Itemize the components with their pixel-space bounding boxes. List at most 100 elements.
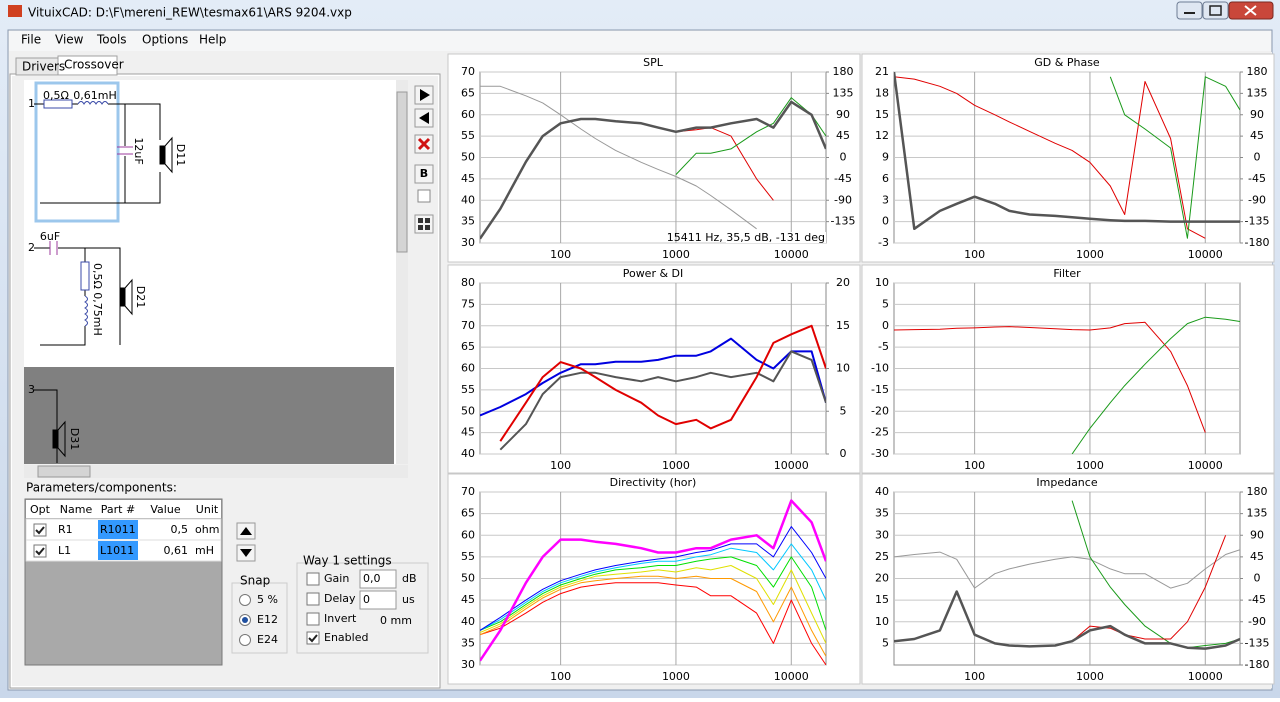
menu-item[interactable]: Help: [199, 33, 226, 47]
y-tick-label: 50: [461, 572, 475, 585]
window-title: VituixCAD: D:\F\mereni_REW\tesmax61\ARS …: [28, 6, 352, 20]
setting-label: Enabled: [324, 631, 368, 644]
checkbox[interactable]: [306, 592, 320, 606]
series-line: [480, 556, 826, 631]
row-buttons[interactable]: [236, 522, 256, 562]
window-controls[interactable]: [1176, 1, 1274, 20]
series-line: [894, 549, 1240, 589]
series-line: [894, 76, 1206, 239]
y2-tick-label: 135: [833, 86, 854, 99]
input[interactable]: [359, 590, 397, 610]
scroll-thumb[interactable]: [396, 91, 408, 253]
series-line: [480, 575, 826, 657]
y2-tick-label: -135: [831, 215, 856, 228]
y2-tick-label: -45: [834, 172, 852, 185]
radio-label[interactable]: 5 %: [257, 593, 278, 606]
y2-tick-label: 180: [1247, 485, 1268, 498]
series-line: [1109, 76, 1240, 239]
scroll-thumb[interactable]: [37, 465, 91, 478]
y2-tick-label: 90: [1250, 528, 1264, 541]
svg-text:B: B: [420, 167, 428, 180]
x-tick-label: 100: [964, 670, 985, 683]
y-tick-label: 50: [461, 151, 475, 164]
component-label: 0,61mH: [73, 89, 116, 102]
y-tick-label: 60: [461, 108, 475, 121]
column-header: Unit: [196, 503, 219, 516]
y-tick-label: 55: [461, 383, 475, 396]
y2-tick-label: 0: [840, 151, 847, 164]
checkmark: [308, 634, 318, 643]
table-cell: mH: [195, 544, 214, 557]
checkbox[interactable]: [306, 631, 320, 645]
menu-item[interactable]: File: [21, 33, 41, 47]
y-tick-label: 60: [461, 528, 475, 541]
chart: Filter 10 5 0 -5 -10 -15 -20 -25 -30 100 1000 10000: [861, 264, 1275, 474]
y-tick-label: -15: [871, 383, 889, 396]
column-header: Value: [150, 503, 180, 516]
table-cell: L1011: [100, 544, 134, 557]
series-line: [1071, 316, 1240, 454]
x-tick-label: 10000: [1188, 670, 1223, 683]
y-tick-label: 30: [875, 528, 889, 541]
y2-tick-label: -90: [834, 193, 852, 206]
way-number: 1: [28, 97, 35, 110]
annotation-bg: [726, 232, 826, 243]
chart-title: Impedance: [1036, 476, 1097, 489]
y-tick-label: 35: [461, 636, 475, 649]
tab-label[interactable]: Crossover: [64, 58, 124, 72]
series-line: [499, 324, 826, 442]
selection: [34, 81, 120, 223]
component-label: 6uF: [40, 230, 60, 243]
table-cell: 0,5: [171, 523, 189, 536]
y-tick-label: -20: [871, 404, 889, 417]
y-tick-label: 40: [461, 447, 475, 460]
setting-label: Gain: [324, 572, 349, 585]
table-cell: 0,61: [164, 544, 189, 557]
y-tick-label: 55: [461, 129, 475, 142]
setting-label: Invert: [324, 612, 357, 625]
y-tick-label: 25: [875, 550, 889, 563]
y-tick-label: 10: [875, 615, 889, 628]
y-tick-label: -5: [878, 340, 889, 353]
driver-label: D21: [134, 286, 147, 308]
y2-tick-label: 45: [836, 129, 850, 142]
y-tick-label: 35: [461, 215, 475, 228]
minimize[interactable]: [1176, 1, 1203, 20]
y-tick-label: 60: [461, 362, 475, 375]
chart: Impedance 40 35 30 25 20 15 10 5 180 135 90 45 0 -45 -9…: [861, 473, 1275, 685]
group-title: Snap: [240, 574, 270, 588]
y2-tick-label: 180: [833, 65, 854, 78]
y-tick-label: 80: [461, 276, 475, 289]
toolbar[interactable]: B: [414, 85, 434, 234]
checkbox[interactable]: [306, 612, 320, 626]
series-line: [480, 582, 826, 665]
table-cell: R1011: [100, 523, 136, 536]
input[interactable]: [359, 569, 397, 589]
tab-active[interactable]: [57, 55, 118, 76]
checkbox[interactable]: [306, 572, 320, 586]
y-tick-label: 35: [875, 507, 889, 520]
menu-item[interactable]: Options: [142, 33, 188, 47]
checkbox[interactable]: [33, 544, 47, 558]
menu-item[interactable]: Tools: [96, 33, 127, 47]
radio[interactable]: [239, 634, 251, 646]
series-line: [894, 590, 1240, 650]
y-tick-label: 55: [461, 550, 475, 563]
radio-label[interactable]: E24: [257, 633, 278, 646]
series-line: [480, 85, 757, 230]
x-tick-label: 100: [550, 459, 571, 472]
checkbox[interactable]: [33, 523, 47, 537]
tab-label[interactable]: Drivers: [22, 60, 65, 74]
app-icon: [8, 5, 22, 17]
h-scrollbar[interactable]: [24, 465, 408, 478]
y-tick-label: 70: [461, 485, 475, 498]
way3-area: [24, 367, 394, 464]
radio[interactable]: [239, 594, 251, 606]
menu-item[interactable]: View: [55, 33, 84, 47]
setting-value: 0 mm: [380, 614, 412, 627]
maximize[interactable]: [1202, 1, 1229, 20]
annotation: 15411 Hz, 35,5 dB, -131 deg: [667, 231, 825, 244]
radio-label[interactable]: E12: [257, 613, 278, 626]
